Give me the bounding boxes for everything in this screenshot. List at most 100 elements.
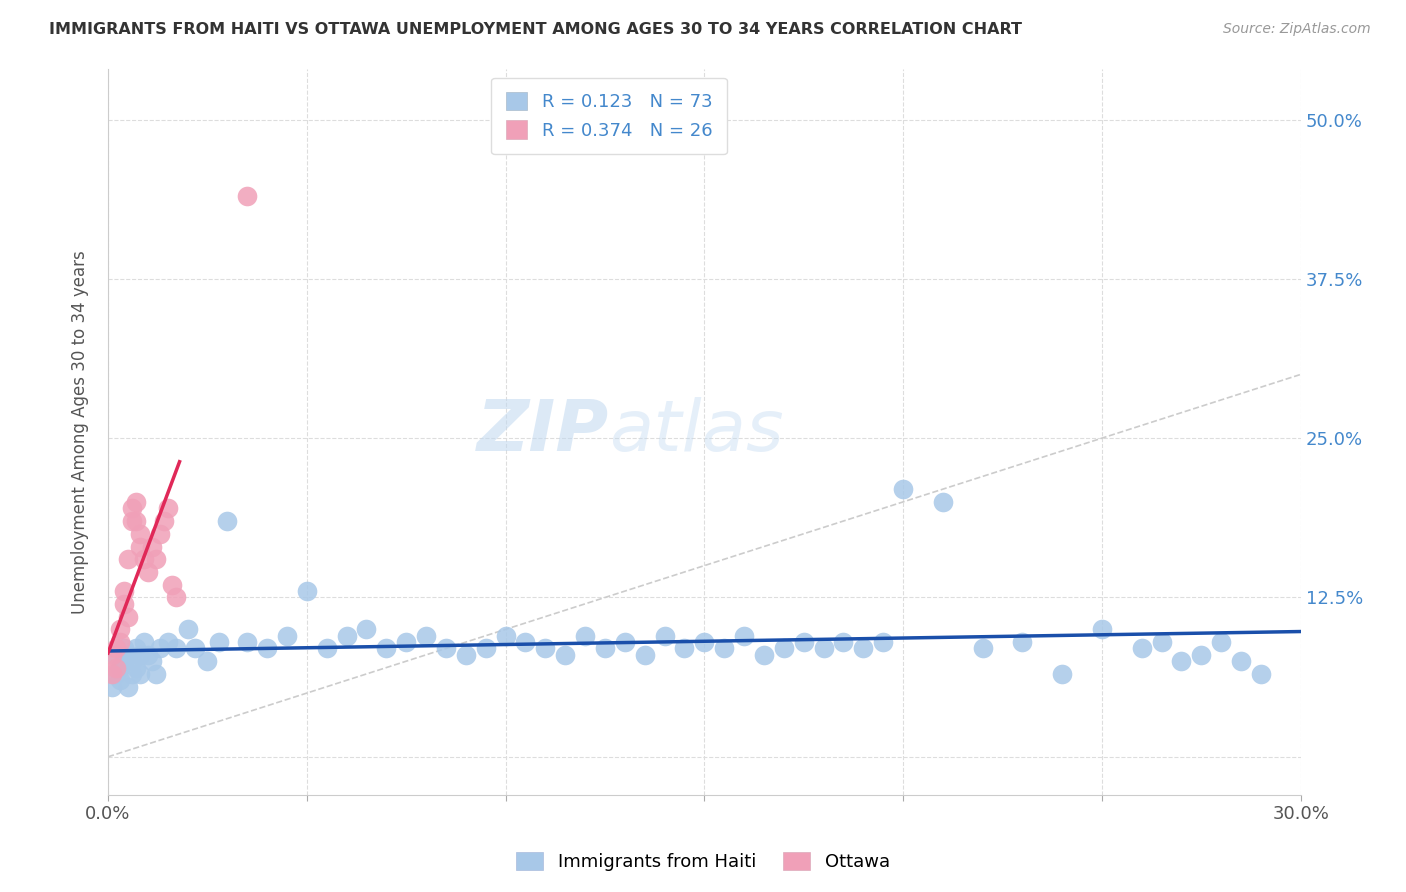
Point — [872, 635, 894, 649]
Point — [165, 591, 187, 605]
Point — [534, 641, 557, 656]
Point — [108, 635, 131, 649]
Point — [395, 635, 418, 649]
Point — [593, 641, 616, 656]
Point — [495, 629, 517, 643]
Point — [136, 565, 159, 579]
Point — [673, 641, 696, 656]
Point — [128, 526, 150, 541]
Y-axis label: Unemployment Among Ages 30 to 34 years: Unemployment Among Ages 30 to 34 years — [72, 250, 89, 614]
Point — [613, 635, 636, 649]
Point — [574, 629, 596, 643]
Legend: R = 0.123   N = 73, R = 0.374   N = 26: R = 0.123 N = 73, R = 0.374 N = 26 — [491, 78, 727, 154]
Text: Source: ZipAtlas.com: Source: ZipAtlas.com — [1223, 22, 1371, 37]
Point — [434, 641, 457, 656]
Point — [104, 648, 127, 662]
Point — [335, 629, 357, 643]
Text: atlas: atlas — [609, 397, 783, 467]
Point — [474, 641, 496, 656]
Point — [315, 641, 337, 656]
Point — [117, 552, 139, 566]
Point — [145, 552, 167, 566]
Point — [972, 641, 994, 656]
Point — [634, 648, 657, 662]
Point — [149, 641, 172, 656]
Point — [132, 552, 155, 566]
Point — [1189, 648, 1212, 662]
Point — [295, 584, 318, 599]
Point — [136, 648, 159, 662]
Point — [117, 648, 139, 662]
Point — [813, 641, 835, 656]
Point — [145, 667, 167, 681]
Point — [104, 660, 127, 674]
Point — [152, 514, 174, 528]
Point — [108, 660, 131, 674]
Point — [104, 667, 127, 681]
Point — [128, 667, 150, 681]
Point — [217, 514, 239, 528]
Point — [160, 578, 183, 592]
Point — [454, 648, 477, 662]
Point — [112, 654, 135, 668]
Point — [112, 597, 135, 611]
Point — [375, 641, 398, 656]
Point — [1150, 635, 1173, 649]
Point — [932, 495, 955, 509]
Point — [156, 501, 179, 516]
Point — [733, 629, 755, 643]
Point — [1211, 635, 1233, 649]
Point — [1050, 667, 1073, 681]
Point — [236, 189, 259, 203]
Point — [184, 641, 207, 656]
Point — [121, 514, 143, 528]
Point — [356, 623, 378, 637]
Point — [141, 654, 163, 668]
Point — [415, 629, 437, 643]
Point — [1011, 635, 1033, 649]
Point — [121, 654, 143, 668]
Point — [1091, 623, 1114, 637]
Text: ZIP: ZIP — [477, 397, 609, 467]
Point — [101, 680, 124, 694]
Point — [132, 635, 155, 649]
Point — [112, 584, 135, 599]
Point — [891, 482, 914, 496]
Legend: Immigrants from Haiti, Ottawa: Immigrants from Haiti, Ottawa — [509, 845, 897, 879]
Point — [149, 526, 172, 541]
Point — [1130, 641, 1153, 656]
Point — [713, 641, 735, 656]
Point — [852, 641, 875, 656]
Point — [121, 501, 143, 516]
Point — [554, 648, 576, 662]
Point — [772, 641, 794, 656]
Point — [693, 635, 716, 649]
Point — [832, 635, 855, 649]
Point — [1170, 654, 1192, 668]
Point — [276, 629, 298, 643]
Point — [121, 667, 143, 681]
Point — [256, 641, 278, 656]
Point — [125, 514, 148, 528]
Point — [125, 495, 148, 509]
Point — [1230, 654, 1253, 668]
Point — [165, 641, 187, 656]
Text: IMMIGRANTS FROM HAITI VS OTTAWA UNEMPLOYMENT AMONG AGES 30 TO 34 YEARS CORRELATI: IMMIGRANTS FROM HAITI VS OTTAWA UNEMPLOY… — [49, 22, 1022, 37]
Point — [108, 673, 131, 688]
Point — [104, 641, 127, 656]
Point — [128, 648, 150, 662]
Point — [112, 641, 135, 656]
Point — [195, 654, 218, 668]
Point — [176, 623, 198, 637]
Point — [101, 648, 124, 662]
Point — [101, 667, 124, 681]
Point — [515, 635, 537, 649]
Point — [117, 680, 139, 694]
Point — [141, 540, 163, 554]
Point — [156, 635, 179, 649]
Point — [793, 635, 815, 649]
Point — [208, 635, 231, 649]
Point — [125, 660, 148, 674]
Point — [128, 540, 150, 554]
Point — [654, 629, 676, 643]
